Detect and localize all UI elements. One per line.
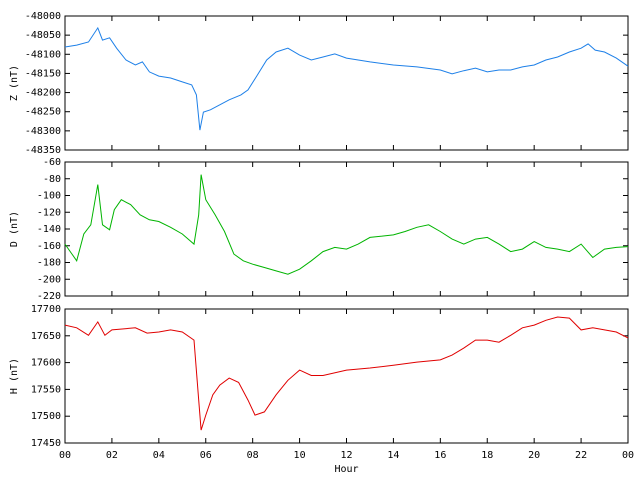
y-tick-label: 17650 (31, 331, 61, 342)
x-tick-label: 18 (481, 450, 493, 461)
y-axis-label: D (nT) (9, 211, 20, 247)
y-tick-label: 17700 (31, 304, 61, 315)
x-tick-label: 00 (59, 450, 71, 461)
y-tick-label: -100 (37, 191, 61, 202)
y-axis-label: Z (nT) (9, 65, 20, 101)
y-tick-label: -48150 (25, 68, 61, 79)
y-axis-label: H (nT) (9, 358, 20, 394)
y-tick-label: -48100 (25, 49, 61, 60)
x-tick-label: 14 (387, 450, 399, 461)
y-tick-label: -48350 (25, 145, 61, 156)
x-tick-label: 22 (575, 450, 587, 461)
panel-frame (64, 15, 629, 151)
panel-frame (64, 308, 629, 444)
y-tick-label: 17550 (31, 384, 61, 395)
x-tick-label: 00 (622, 450, 634, 461)
x-axis-label: Hour (334, 464, 358, 475)
y-tick-label: -200 (37, 274, 61, 285)
x-tick-label: 04 (153, 450, 165, 461)
data-line (64, 174, 629, 275)
x-tick-label: 02 (106, 450, 118, 461)
y-tick-label: -60 (43, 157, 61, 168)
y-tick-label: -120 (37, 207, 61, 218)
panel-frame (64, 161, 629, 297)
y-tick-label: -140 (37, 224, 61, 235)
y-tick-label: -48050 (25, 30, 61, 41)
y-tick-label: -160 (37, 241, 61, 252)
y-tick-label: -220 (37, 291, 61, 302)
x-tick-label: 10 (294, 450, 306, 461)
y-tick-label: -48000 (25, 11, 61, 22)
data-line (64, 26, 629, 131)
y-tick-label: -48200 (25, 88, 61, 99)
x-tick-label: 08 (247, 450, 259, 461)
x-tick-label: 20 (528, 450, 540, 461)
y-tick-label: 17500 (31, 411, 61, 422)
x-tick-label: 12 (340, 450, 352, 461)
x-tick-label: 06 (200, 450, 212, 461)
y-tick-label: 17600 (31, 358, 61, 369)
x-tick-label: 16 (434, 450, 446, 461)
y-tick-label: -48300 (25, 126, 61, 137)
y-tick-label: -80 (43, 174, 61, 185)
y-tick-label: 17450 (31, 438, 61, 449)
y-tick-label: -180 (37, 258, 61, 269)
data-line (64, 316, 629, 431)
y-tick-label: -48250 (25, 107, 61, 118)
